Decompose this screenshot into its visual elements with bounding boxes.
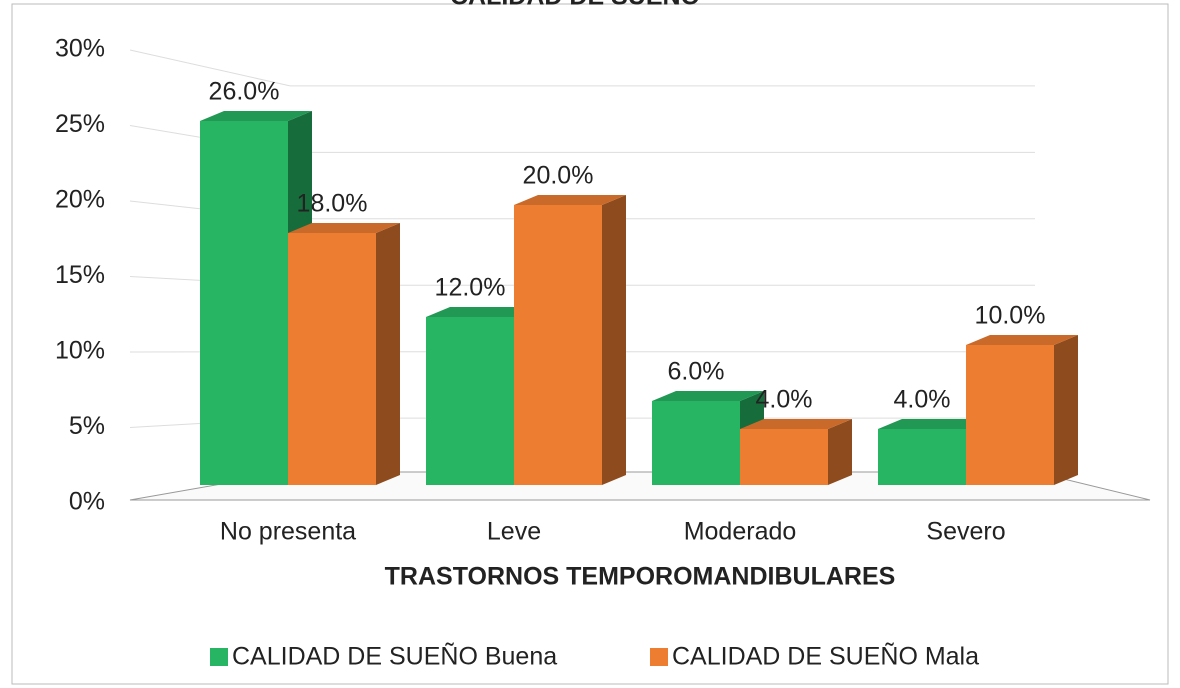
bar (288, 233, 376, 485)
data-label: 10.0% (975, 302, 1046, 330)
bar-top (200, 111, 312, 121)
chart-title: CALIDAD DE SUEÑO (450, 0, 700, 11)
bar (426, 317, 514, 485)
x-tick-label: Moderado (684, 518, 797, 546)
bar (966, 345, 1054, 485)
legend-label: CALIDAD DE SUEÑO Mala (672, 642, 979, 671)
bar-top (652, 391, 764, 401)
x-axis-title: TRASTORNOS TEMPOROMANDIBULARES (385, 563, 896, 591)
y-tick-label: 25% (55, 110, 105, 138)
grid-line (129, 49, 1035, 87)
bar-side (1054, 335, 1078, 485)
data-label: 4.0% (894, 386, 951, 414)
bar (740, 429, 828, 485)
bar (200, 121, 288, 485)
y-tick-label: 10% (55, 337, 105, 365)
legend-swatch (650, 648, 668, 666)
data-label: 6.0% (668, 358, 725, 386)
bar-top (878, 419, 990, 429)
y-tick-label: 20% (55, 186, 105, 214)
data-label: 20.0% (523, 162, 594, 190)
legend-swatch (210, 648, 228, 666)
bar-side (828, 419, 852, 485)
bar-side (376, 223, 400, 485)
x-tick-label: No presenta (220, 518, 356, 546)
bar-top (740, 419, 852, 429)
x-tick-label: Severo (926, 518, 1005, 546)
data-label: 18.0% (297, 190, 368, 218)
bar (514, 205, 602, 485)
y-tick-label: 0% (69, 488, 105, 516)
bar-side (602, 195, 626, 485)
data-label: 4.0% (756, 386, 813, 414)
data-label: 12.0% (435, 274, 506, 302)
chart-border (11, 3, 1169, 685)
bar-top (426, 307, 538, 317)
y-tick-label: 15% (55, 261, 105, 289)
bar-top (966, 335, 1078, 345)
legend-label: CALIDAD DE SUEÑO Buena (232, 642, 557, 671)
bar (878, 429, 966, 485)
x-tick-label: Leve (487, 518, 541, 546)
bar-top (514, 195, 626, 205)
data-label: 26.0% (209, 78, 280, 106)
bar-top (288, 223, 400, 233)
y-tick-label: 30% (55, 35, 105, 63)
bar (652, 401, 740, 485)
y-tick-label: 5% (69, 412, 105, 440)
